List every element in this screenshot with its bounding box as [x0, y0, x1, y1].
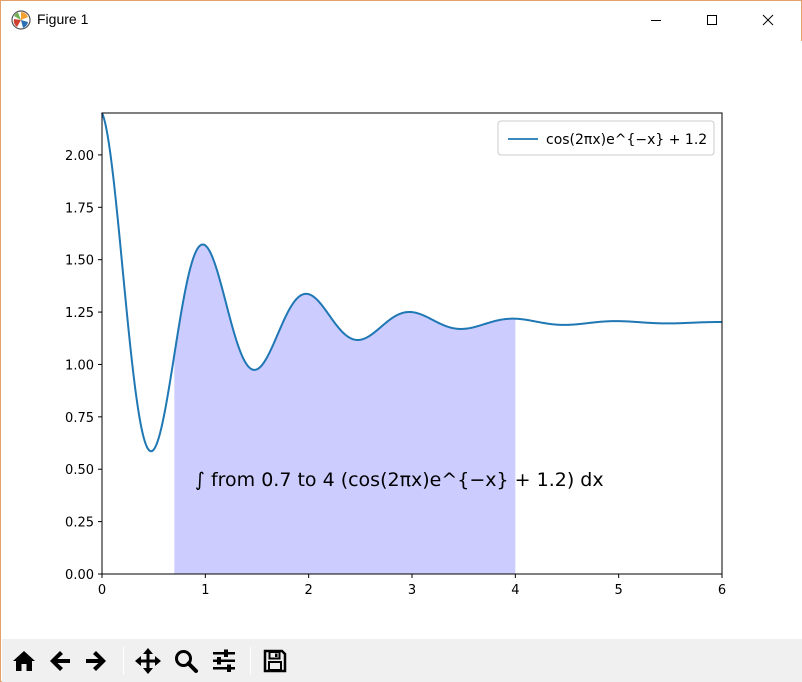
y-tick-label: 2.00 [65, 149, 94, 164]
window-title: Figure 1 [37, 11, 89, 27]
minimize-icon [651, 20, 661, 21]
x-tick-label: 1 [201, 583, 209, 598]
y-tick-label: 1.25 [65, 306, 94, 321]
matplotlib-logo-icon [11, 10, 31, 30]
integral-annotation: ∫ from 0.7 to 4 (cos(2πx)e^{−x} + 1.2) d… [195, 469, 604, 491]
zoom-button[interactable] [170, 645, 202, 677]
legend-label: cos(2πx)e^{−x} + 1.2 [546, 132, 707, 148]
chart: 0 1 2 3 4 5 6 0.00 0.25 0.50 0.75 1.00 1.25 1.50 1.75… [65, 112, 726, 598]
x-tick-label: 3 [408, 583, 416, 598]
x-tick-label: 2 [305, 583, 313, 598]
y-tick-label: 0.75 [65, 411, 94, 426]
maximize-icon [707, 15, 717, 25]
toolbar-separator [250, 647, 251, 675]
arrow-left-icon [50, 651, 70, 671]
integral-fill-region [174, 244, 516, 575]
home-icon [13, 651, 35, 671]
x-tick-label: 0 [98, 583, 106, 598]
y-tick-label: 0.50 [65, 463, 94, 478]
y-tick-label: 0.25 [65, 516, 94, 531]
y-tick-label: 1.75 [65, 201, 94, 216]
legend-box [497, 120, 715, 156]
y-tick-label: 1.50 [65, 254, 94, 269]
home-button[interactable] [8, 645, 40, 677]
x-tick-label: 6 [718, 583, 726, 598]
figure-canvas[interactable]: 0 1 2 3 4 5 6 0.00 0.25 0.50 0.75 1.00 1.25 1.50 1.75… [2, 41, 802, 639]
subplots-button[interactable] [208, 645, 240, 677]
toolbar-separator [123, 647, 124, 675]
pan-button[interactable] [132, 645, 164, 677]
minimize-button[interactable] [633, 1, 679, 39]
legend: cos(2πx)e^{−x} + 1.2 [497, 120, 715, 156]
title-bar[interactable]: Figure 1 [1, 1, 801, 41]
magnifier-icon [175, 650, 198, 673]
arrow-right-icon [86, 651, 106, 671]
move-icon [135, 648, 161, 674]
close-button[interactable] [745, 1, 791, 39]
x-tick-label: 4 [511, 583, 519, 598]
maximize-button[interactable] [689, 1, 735, 39]
navigation-toolbar [2, 639, 802, 682]
forward-button[interactable] [80, 645, 112, 677]
function-line [101, 112, 723, 453]
x-tick-label: 5 [615, 583, 623, 598]
y-tick-label: 1.00 [65, 358, 94, 373]
floppy-disk-icon [263, 649, 287, 673]
y-tick-label: 0.00 [65, 568, 94, 583]
save-button[interactable] [259, 645, 291, 677]
sliders-icon [213, 649, 235, 672]
close-icon [762, 14, 774, 26]
back-button[interactable] [44, 645, 76, 677]
